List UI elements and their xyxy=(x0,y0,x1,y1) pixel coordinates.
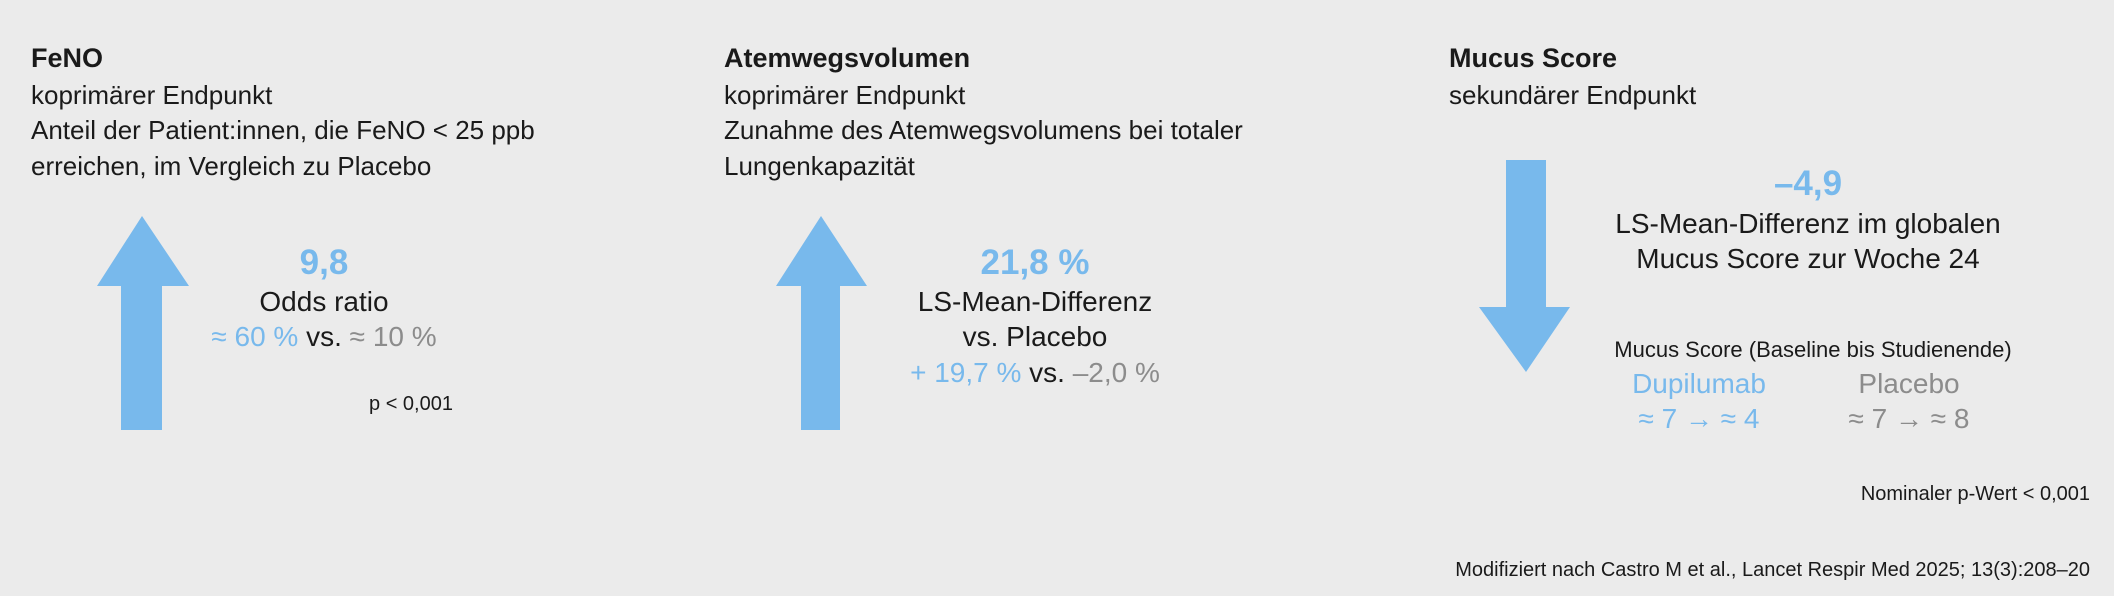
value-label: Mucus Score zur Woche 24 xyxy=(1636,243,1979,274)
panel-subtitle: sekundärer Endpunkt xyxy=(1449,80,1697,110)
comparison: ≈ 60 % vs. ≈ 10 % xyxy=(211,321,436,352)
panel-title: Mucus Score xyxy=(1449,43,1617,73)
arrow-down xyxy=(1479,160,1570,372)
panel-subtitle: koprimärer Endpunkt xyxy=(31,80,273,110)
value-label: vs. Placebo xyxy=(963,321,1108,352)
panel-title: FeNO xyxy=(31,43,103,73)
panel-title: Atemwegsvolumen xyxy=(724,43,970,73)
group-change: ≈ 7 → ≈ 8 xyxy=(1849,403,1970,434)
key-value: –4,9 xyxy=(1774,164,1842,203)
description-line: Lungenkapazität xyxy=(724,151,916,181)
description-line: erreichen, im Vergleich zu Placebo xyxy=(31,151,431,181)
detail-title: Mucus Score (Baseline bis Studienende) xyxy=(1614,337,2011,362)
group-name: Placebo xyxy=(1858,368,1959,399)
arrow-up xyxy=(776,216,867,430)
comparison: + 19,7 % vs. –2,0 % xyxy=(910,357,1160,388)
group-change: ≈ 7 → ≈ 4 xyxy=(1639,403,1760,434)
source-footer: Modifiziert nach Castro M et al., Lancet… xyxy=(1455,559,2090,581)
description-line: Anteil der Patient:innen, die FeNO < 25 … xyxy=(31,115,535,145)
p-value: Nominaler p-Wert < 0,001 xyxy=(1861,483,2090,505)
description-line: Zunahme des Atemwegsvolumens bei totaler xyxy=(724,115,1243,145)
value-label: Odds ratio xyxy=(259,286,388,317)
arrow-up xyxy=(97,216,189,430)
value-label: LS-Mean-Differenz im globalen xyxy=(1615,208,2000,239)
treatment-value: ≈ 60 % xyxy=(211,321,298,352)
p-value: p < 0,001 xyxy=(369,393,453,415)
value-label: LS-Mean-Differenz xyxy=(918,286,1152,317)
versus: vs. xyxy=(1029,357,1065,388)
placebo-value: –2,0 % xyxy=(1073,357,1160,388)
panel-mucus-score: Mucus Score sekundärer Endpunkt –4,9 LS-… xyxy=(1449,43,2090,505)
panel-atemwegsvolumen: Atemwegsvolumen koprimärer Endpunkt Zuna… xyxy=(724,43,1243,430)
group-name: Dupilumab xyxy=(1632,368,1766,399)
key-value: 21,8 % xyxy=(981,243,1090,282)
treatment-value: + 19,7 % xyxy=(910,357,1021,388)
key-value: 9,8 xyxy=(300,243,349,282)
versus: vs. xyxy=(306,321,342,352)
placebo-value: ≈ 10 % xyxy=(350,321,437,352)
panel-subtitle: koprimärer Endpunkt xyxy=(724,80,966,110)
panel-feno: FeNO koprimärer Endpunkt Anteil der Pati… xyxy=(31,43,535,430)
